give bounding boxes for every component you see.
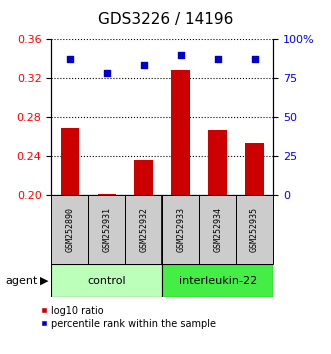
Point xyxy=(252,56,257,62)
Text: GSM252931: GSM252931 xyxy=(102,207,111,252)
Point xyxy=(178,52,183,57)
Point xyxy=(215,56,220,62)
Bar xyxy=(171,70,190,195)
Bar xyxy=(209,131,227,195)
Point xyxy=(67,56,72,62)
Bar xyxy=(162,195,199,264)
Bar xyxy=(51,264,162,297)
Text: GDS3226 / 14196: GDS3226 / 14196 xyxy=(98,12,233,27)
Text: GSM252934: GSM252934 xyxy=(213,207,222,252)
Text: control: control xyxy=(87,275,126,286)
Bar xyxy=(61,127,79,195)
Legend: log10 ratio, percentile rank within the sample: log10 ratio, percentile rank within the … xyxy=(40,306,216,329)
Point xyxy=(104,70,109,76)
Point xyxy=(141,63,146,68)
Bar xyxy=(162,264,273,297)
Text: GSM252935: GSM252935 xyxy=(250,207,259,252)
Bar xyxy=(125,195,162,264)
Text: GSM252933: GSM252933 xyxy=(176,207,185,252)
Bar xyxy=(134,160,153,195)
Text: GSM252932: GSM252932 xyxy=(139,207,148,252)
Bar xyxy=(51,195,88,264)
Bar xyxy=(88,195,125,264)
Text: ▶: ▶ xyxy=(40,275,48,286)
Text: agent: agent xyxy=(5,275,37,286)
Text: interleukin-22: interleukin-22 xyxy=(178,275,257,286)
Bar xyxy=(199,195,236,264)
Bar xyxy=(245,143,264,195)
Bar xyxy=(236,195,273,264)
Bar xyxy=(98,194,116,195)
Text: GSM252890: GSM252890 xyxy=(65,207,74,252)
